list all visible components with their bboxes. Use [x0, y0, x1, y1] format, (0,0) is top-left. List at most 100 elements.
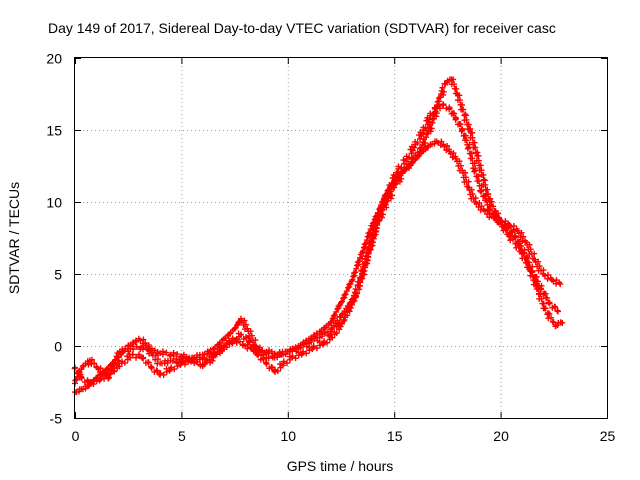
data-point	[462, 174, 469, 181]
data-point	[311, 335, 318, 342]
series-trace-c	[72, 76, 566, 387]
data-marks	[71, 76, 566, 396]
data-point	[248, 332, 255, 339]
data-point	[140, 355, 147, 362]
data-point	[164, 359, 171, 366]
data-point	[457, 162, 464, 169]
data-point	[328, 318, 335, 325]
data-point	[350, 273, 357, 280]
data-point	[364, 233, 371, 240]
data-point	[538, 295, 545, 302]
data-point	[72, 377, 79, 384]
data-point	[482, 197, 489, 204]
data-point	[353, 265, 360, 272]
data-point	[292, 355, 299, 362]
data-point	[529, 272, 536, 279]
data-point	[227, 330, 234, 337]
data-point	[153, 367, 160, 374]
data-point	[428, 125, 435, 132]
data-point	[242, 321, 249, 328]
data-point	[531, 250, 538, 257]
data-point	[79, 363, 86, 370]
data-point	[375, 216, 382, 223]
data-point	[353, 293, 360, 300]
x-axis-label: GPS time / hours	[287, 458, 394, 474]
data-point	[460, 106, 467, 113]
data-point	[133, 343, 140, 350]
data-point	[416, 145, 423, 152]
data-point	[360, 248, 367, 255]
data-point	[544, 275, 551, 282]
y-tick-label: -5	[50, 411, 63, 427]
data-point	[456, 121, 463, 128]
data-point	[421, 142, 428, 149]
data-point	[259, 347, 266, 354]
x-tick-label: 15	[387, 428, 403, 444]
data-point	[338, 311, 345, 318]
y-tick-label: 15	[46, 123, 62, 139]
data-point	[148, 348, 155, 355]
data-point	[303, 350, 310, 357]
data-point	[300, 341, 307, 348]
data-point	[310, 343, 317, 350]
data-point	[252, 337, 259, 344]
data-point	[191, 360, 198, 367]
data-point	[334, 305, 341, 312]
data-point	[530, 277, 537, 284]
data-point	[338, 298, 345, 305]
data-point	[360, 263, 367, 270]
x-tick-label: 0	[72, 428, 80, 444]
data-point	[346, 281, 353, 288]
data-point	[342, 291, 349, 298]
data-point	[340, 295, 347, 302]
data-point	[345, 306, 352, 313]
data-point	[400, 167, 407, 174]
data-point	[472, 149, 479, 156]
data-point	[353, 290, 360, 297]
data-point	[451, 81, 458, 88]
data-point	[424, 144, 431, 151]
data-point	[488, 198, 495, 205]
data-point	[515, 244, 522, 251]
data-point	[509, 236, 516, 243]
data-point	[528, 267, 535, 274]
data-point	[110, 360, 117, 367]
data-point	[518, 229, 525, 236]
data-point	[532, 273, 539, 280]
data-point	[265, 350, 272, 357]
data-point	[411, 144, 418, 151]
data-point	[501, 223, 508, 230]
data-point	[462, 112, 469, 119]
data-point	[289, 353, 296, 360]
data-point	[223, 341, 230, 348]
data-point	[467, 155, 474, 162]
data-point	[378, 207, 385, 214]
data-point	[548, 314, 555, 321]
data-point	[533, 285, 540, 292]
data-point	[536, 263, 543, 270]
data-point	[333, 330, 340, 337]
data-point	[468, 186, 475, 193]
data-point	[497, 219, 504, 226]
data-point	[361, 241, 368, 248]
data-point	[343, 288, 350, 295]
data-point	[322, 330, 329, 337]
data-point	[115, 354, 122, 361]
data-point	[118, 348, 125, 355]
data-point	[341, 292, 348, 299]
x-tick-label: 10	[281, 428, 297, 444]
data-point	[242, 334, 249, 341]
data-point	[200, 354, 207, 361]
data-point	[542, 305, 549, 312]
data-point	[393, 169, 400, 176]
data-point	[129, 351, 136, 358]
data-point	[259, 355, 266, 362]
data-point	[433, 110, 440, 117]
data-point	[374, 217, 381, 224]
y-tick-label: 0	[54, 339, 62, 355]
data-point	[97, 369, 104, 376]
data-point	[327, 319, 334, 326]
data-point	[280, 358, 287, 365]
data-point	[318, 333, 325, 340]
